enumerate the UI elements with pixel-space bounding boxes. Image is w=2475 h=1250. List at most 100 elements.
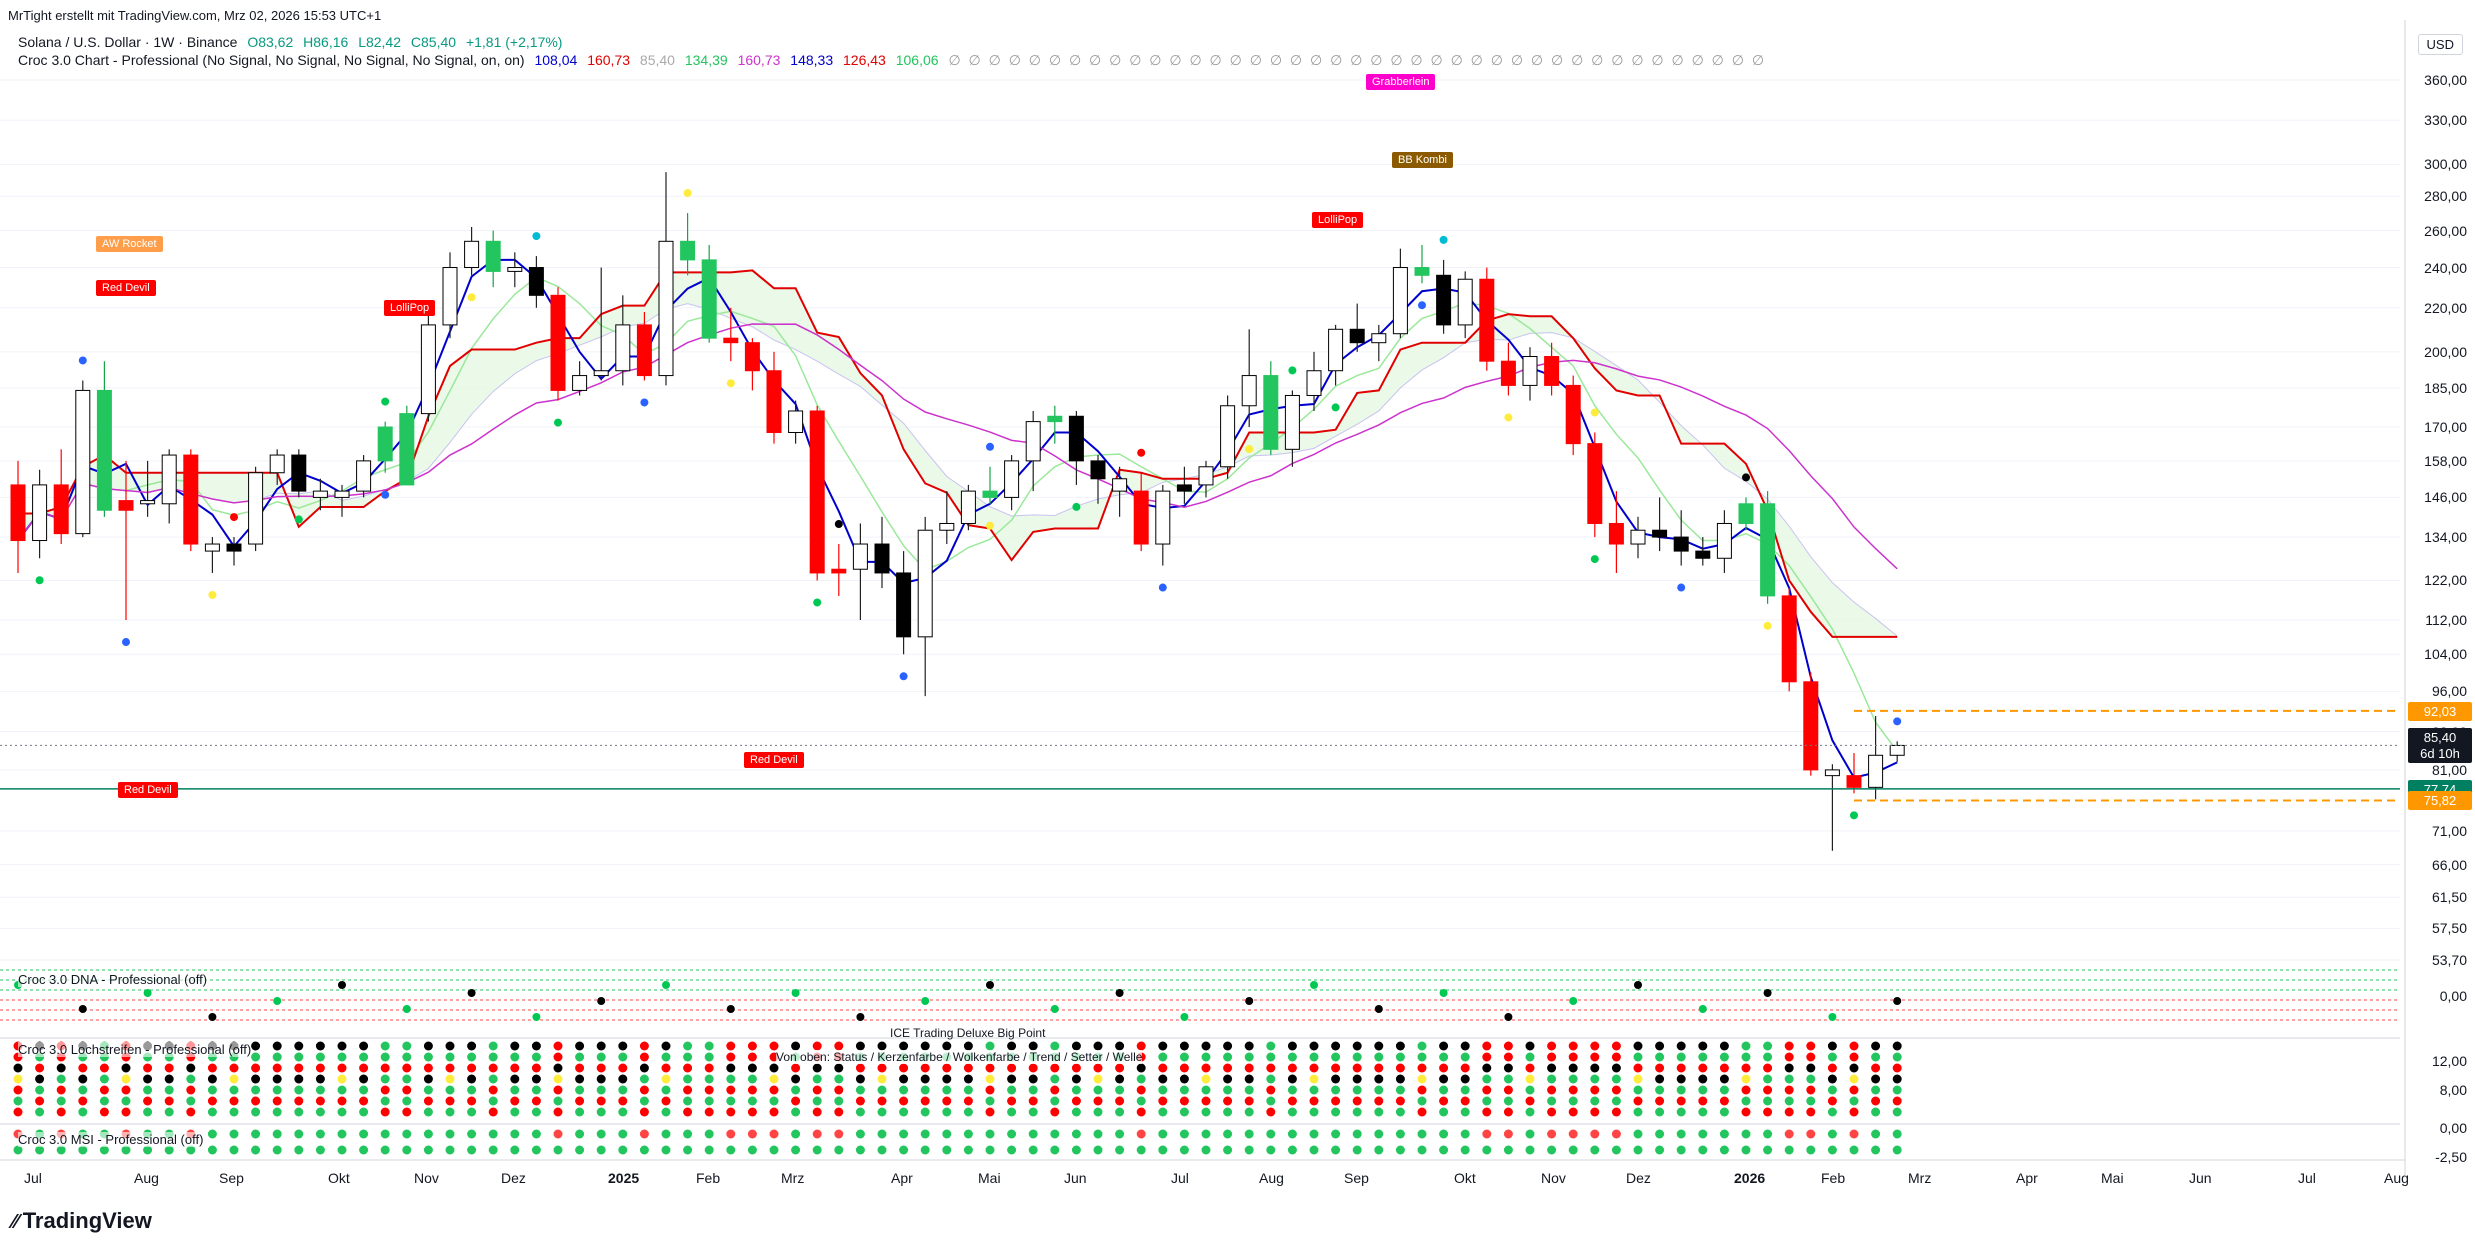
lochstreifen-dot bbox=[985, 1107, 995, 1117]
dna-dot bbox=[1893, 997, 1902, 1005]
candle-body bbox=[528, 267, 544, 296]
signal-dot bbox=[834, 520, 843, 529]
candle-body bbox=[464, 240, 480, 269]
lochstreifen-dot bbox=[56, 1074, 66, 1084]
lochstreifen-dot bbox=[402, 1096, 412, 1106]
lochstreifen-dot bbox=[1525, 1085, 1535, 1095]
msi-dot bbox=[1676, 1129, 1686, 1139]
currency-button[interactable]: USD bbox=[2417, 34, 2463, 55]
lochstreifen-dot bbox=[1525, 1107, 1535, 1117]
lochstreifen-dot bbox=[207, 1107, 217, 1117]
lochstreifen-dot bbox=[1417, 1074, 1427, 1084]
lochstreifen-dot bbox=[791, 1085, 801, 1095]
lochstreifen-dot bbox=[1374, 1096, 1384, 1106]
lochstreifen-dot bbox=[1676, 1074, 1686, 1084]
lochstreifen-dot bbox=[402, 1107, 412, 1117]
msi-dot bbox=[920, 1129, 930, 1139]
lochstreifen-dot bbox=[402, 1063, 412, 1073]
msi-dot bbox=[1244, 1129, 1254, 1139]
time-tick-label: Dez bbox=[501, 1170, 526, 1186]
lochstreifen-dot bbox=[1525, 1041, 1535, 1051]
lochstreifen-dot bbox=[99, 1063, 109, 1073]
msi-dot bbox=[1482, 1129, 1492, 1139]
lochstreifen-dot bbox=[812, 1063, 822, 1073]
lochstreifen-dot bbox=[1115, 1063, 1125, 1073]
lochstreifen-dot bbox=[1115, 1107, 1125, 1117]
sub-panel-tick-label: 0,00 bbox=[2439, 988, 2467, 1004]
lochstreifen-dot bbox=[942, 1063, 952, 1073]
lochstreifen-dot bbox=[1158, 1052, 1168, 1062]
lochstreifen-dot bbox=[13, 1063, 23, 1073]
msi-dot bbox=[1028, 1145, 1038, 1155]
lochstreifen-dot bbox=[1136, 1107, 1146, 1117]
lochstreifen-dot bbox=[834, 1085, 844, 1095]
lochstreifen-dot bbox=[1633, 1085, 1643, 1095]
msi-panel-title[interactable]: Croc 3.0 MSI - Professional (off) bbox=[18, 1132, 204, 1147]
lochstreifen-dot bbox=[1849, 1096, 1859, 1106]
price-tick-label: 185,00 bbox=[2424, 379, 2467, 396]
lochstreifen-dot bbox=[1503, 1085, 1513, 1095]
time-tick-label: Jun bbox=[2189, 1170, 2212, 1186]
lochstreifen-dot bbox=[1071, 1063, 1081, 1073]
msi-dot bbox=[1028, 1129, 1038, 1139]
lochstreifen-dot bbox=[639, 1063, 649, 1073]
lochstreifen-dot bbox=[445, 1085, 455, 1095]
lochstreifen-dot bbox=[423, 1107, 433, 1117]
lochstreifen-dot bbox=[1287, 1041, 1297, 1051]
tradingview-logo[interactable]: ⁄⁄ TradingView bbox=[12, 1208, 152, 1233]
lochstreifen-dot bbox=[445, 1041, 455, 1051]
msi-dot bbox=[596, 1145, 606, 1155]
candle-body bbox=[896, 572, 912, 638]
lochstreifen-dot bbox=[1417, 1107, 1427, 1117]
lochstreifen-dot bbox=[639, 1085, 649, 1095]
dna-dot bbox=[1310, 981, 1318, 989]
lochstreifen-dot bbox=[186, 1085, 196, 1095]
candle-body bbox=[1522, 356, 1538, 386]
lochstreifen-dot bbox=[207, 1063, 217, 1073]
lochstreifen-panel-title[interactable]: Croc 3.0 Lochstreifen - Professional (of… bbox=[18, 1042, 252, 1057]
msi-dot bbox=[1698, 1145, 1708, 1155]
lochstreifen-dot bbox=[251, 1096, 261, 1106]
lochstreifen-dot bbox=[1590, 1107, 1600, 1117]
indicator-value-3: 134,39 bbox=[684, 52, 728, 68]
lochstreifen-dot bbox=[1827, 1096, 1837, 1106]
msi-dot bbox=[1827, 1129, 1837, 1139]
lochstreifen-dot bbox=[1611, 1063, 1621, 1073]
lochstreifen-dot bbox=[467, 1041, 477, 1051]
lochstreifen-dot bbox=[423, 1063, 433, 1073]
lochstreifen-dot bbox=[877, 1074, 887, 1084]
candle-body bbox=[226, 543, 242, 552]
sub-panel-tick-label: 12,00 bbox=[2431, 1053, 2467, 1069]
price-tick-label: 360,00 bbox=[2424, 72, 2467, 88]
lochstreifen-dot bbox=[1655, 1074, 1665, 1084]
lochstreifen-dot bbox=[315, 1096, 325, 1106]
lochstreifen-dot bbox=[423, 1074, 433, 1084]
indicator-value-7: 106,06 bbox=[895, 52, 939, 68]
lochstreifen-dot bbox=[445, 1107, 455, 1117]
lochstreifen-dot bbox=[467, 1085, 477, 1095]
msi-dot bbox=[855, 1129, 865, 1139]
lochstreifen-dot bbox=[877, 1085, 887, 1095]
lochstreifen-dot bbox=[294, 1052, 304, 1062]
candle-body bbox=[140, 500, 156, 505]
msi-dot bbox=[229, 1129, 239, 1139]
lochstreifen-dot bbox=[1395, 1074, 1405, 1084]
dna-panel-title[interactable]: Croc 3.0 DNA - Professional (off) bbox=[18, 972, 208, 987]
msi-dot bbox=[99, 1145, 109, 1155]
lochstreifen-dot bbox=[1093, 1096, 1103, 1106]
msi-dot bbox=[1223, 1129, 1233, 1139]
msi-dot bbox=[380, 1145, 390, 1155]
lochstreifen-dot bbox=[1590, 1052, 1600, 1062]
lochstreifen-dot bbox=[1395, 1041, 1405, 1051]
candle-body bbox=[1392, 267, 1408, 335]
ohlc-open: O83,62 bbox=[247, 34, 294, 50]
lochstreifen-dot bbox=[143, 1085, 153, 1095]
lochstreifen-dot bbox=[596, 1052, 606, 1062]
lochstreifen-dot bbox=[747, 1041, 757, 1051]
msi-dot bbox=[1331, 1129, 1341, 1139]
lochstreifen-dot bbox=[1007, 1085, 1017, 1095]
lochstreifen-dot bbox=[1849, 1107, 1859, 1117]
lochstreifen-dot bbox=[1633, 1107, 1643, 1117]
lochstreifen-dot bbox=[942, 1085, 952, 1095]
